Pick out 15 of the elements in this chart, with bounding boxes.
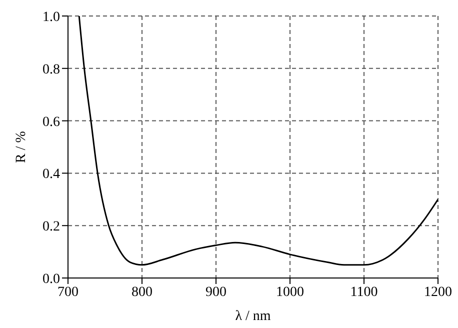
y-tick-label: 0.2 xyxy=(42,220,60,235)
x-tick-label: 1200 xyxy=(424,284,452,300)
y-tick-label: 0.0 xyxy=(42,272,60,287)
x-tick-label: 900 xyxy=(206,284,226,300)
y-tick-label: 0.4 xyxy=(42,167,60,182)
y-tick-label: 1.0 xyxy=(42,10,60,25)
x-tick-label: 1000 xyxy=(276,284,304,300)
x-axis-title: λ / nm xyxy=(235,309,271,324)
y-tick-label: 0.8 xyxy=(42,62,60,78)
line-series xyxy=(78,16,438,266)
y-tick-label: 0.6 xyxy=(42,114,60,130)
x-tick-label: 1100 xyxy=(350,284,378,300)
x-tick-label: 800 xyxy=(132,284,152,300)
x-tick-label: 700 xyxy=(58,284,78,300)
y-axis-title: R / % xyxy=(14,130,29,163)
